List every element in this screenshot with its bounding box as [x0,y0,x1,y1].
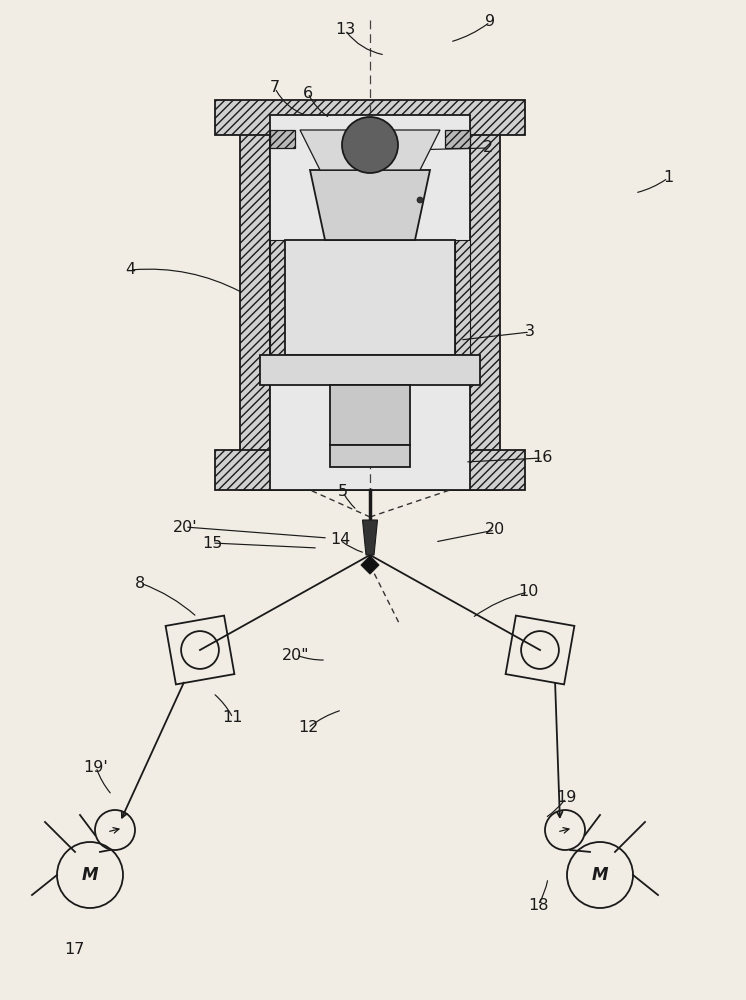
Polygon shape [330,385,410,445]
Text: 3: 3 [525,324,535,340]
Polygon shape [363,520,377,555]
Text: 8: 8 [135,576,145,590]
Text: 18: 18 [527,898,548,912]
Text: 17: 17 [64,942,84,958]
Text: 19: 19 [556,790,576,806]
Text: 12: 12 [298,720,319,736]
Text: 6: 6 [303,86,313,101]
Text: 4: 4 [125,262,135,277]
Text: M: M [592,866,608,884]
Text: 20": 20" [282,648,310,662]
Polygon shape [310,170,430,240]
Text: 16: 16 [532,450,552,466]
Polygon shape [470,115,500,490]
Polygon shape [215,450,525,490]
Text: 20': 20' [172,520,197,534]
Polygon shape [361,556,379,574]
Circle shape [417,197,423,203]
Polygon shape [240,115,270,490]
Text: 20: 20 [485,522,505,538]
Polygon shape [300,130,440,170]
Polygon shape [455,240,470,355]
Circle shape [342,117,398,173]
Text: M: M [82,866,98,884]
Text: 13: 13 [335,22,355,37]
Text: 10: 10 [518,584,538,599]
Polygon shape [445,130,470,148]
Polygon shape [215,100,525,135]
Text: 5: 5 [338,485,348,499]
Polygon shape [270,115,470,490]
Polygon shape [270,130,295,148]
Text: 15: 15 [202,536,222,550]
Polygon shape [260,355,480,385]
Text: 9: 9 [485,14,495,29]
Polygon shape [270,240,285,355]
Text: 11: 11 [223,710,243,726]
Polygon shape [330,445,410,467]
Polygon shape [285,240,455,355]
Text: 7: 7 [270,81,280,96]
Text: 14: 14 [330,532,350,548]
Text: 2: 2 [483,140,493,155]
Text: 1: 1 [663,170,673,186]
Text: 19': 19' [84,760,108,774]
